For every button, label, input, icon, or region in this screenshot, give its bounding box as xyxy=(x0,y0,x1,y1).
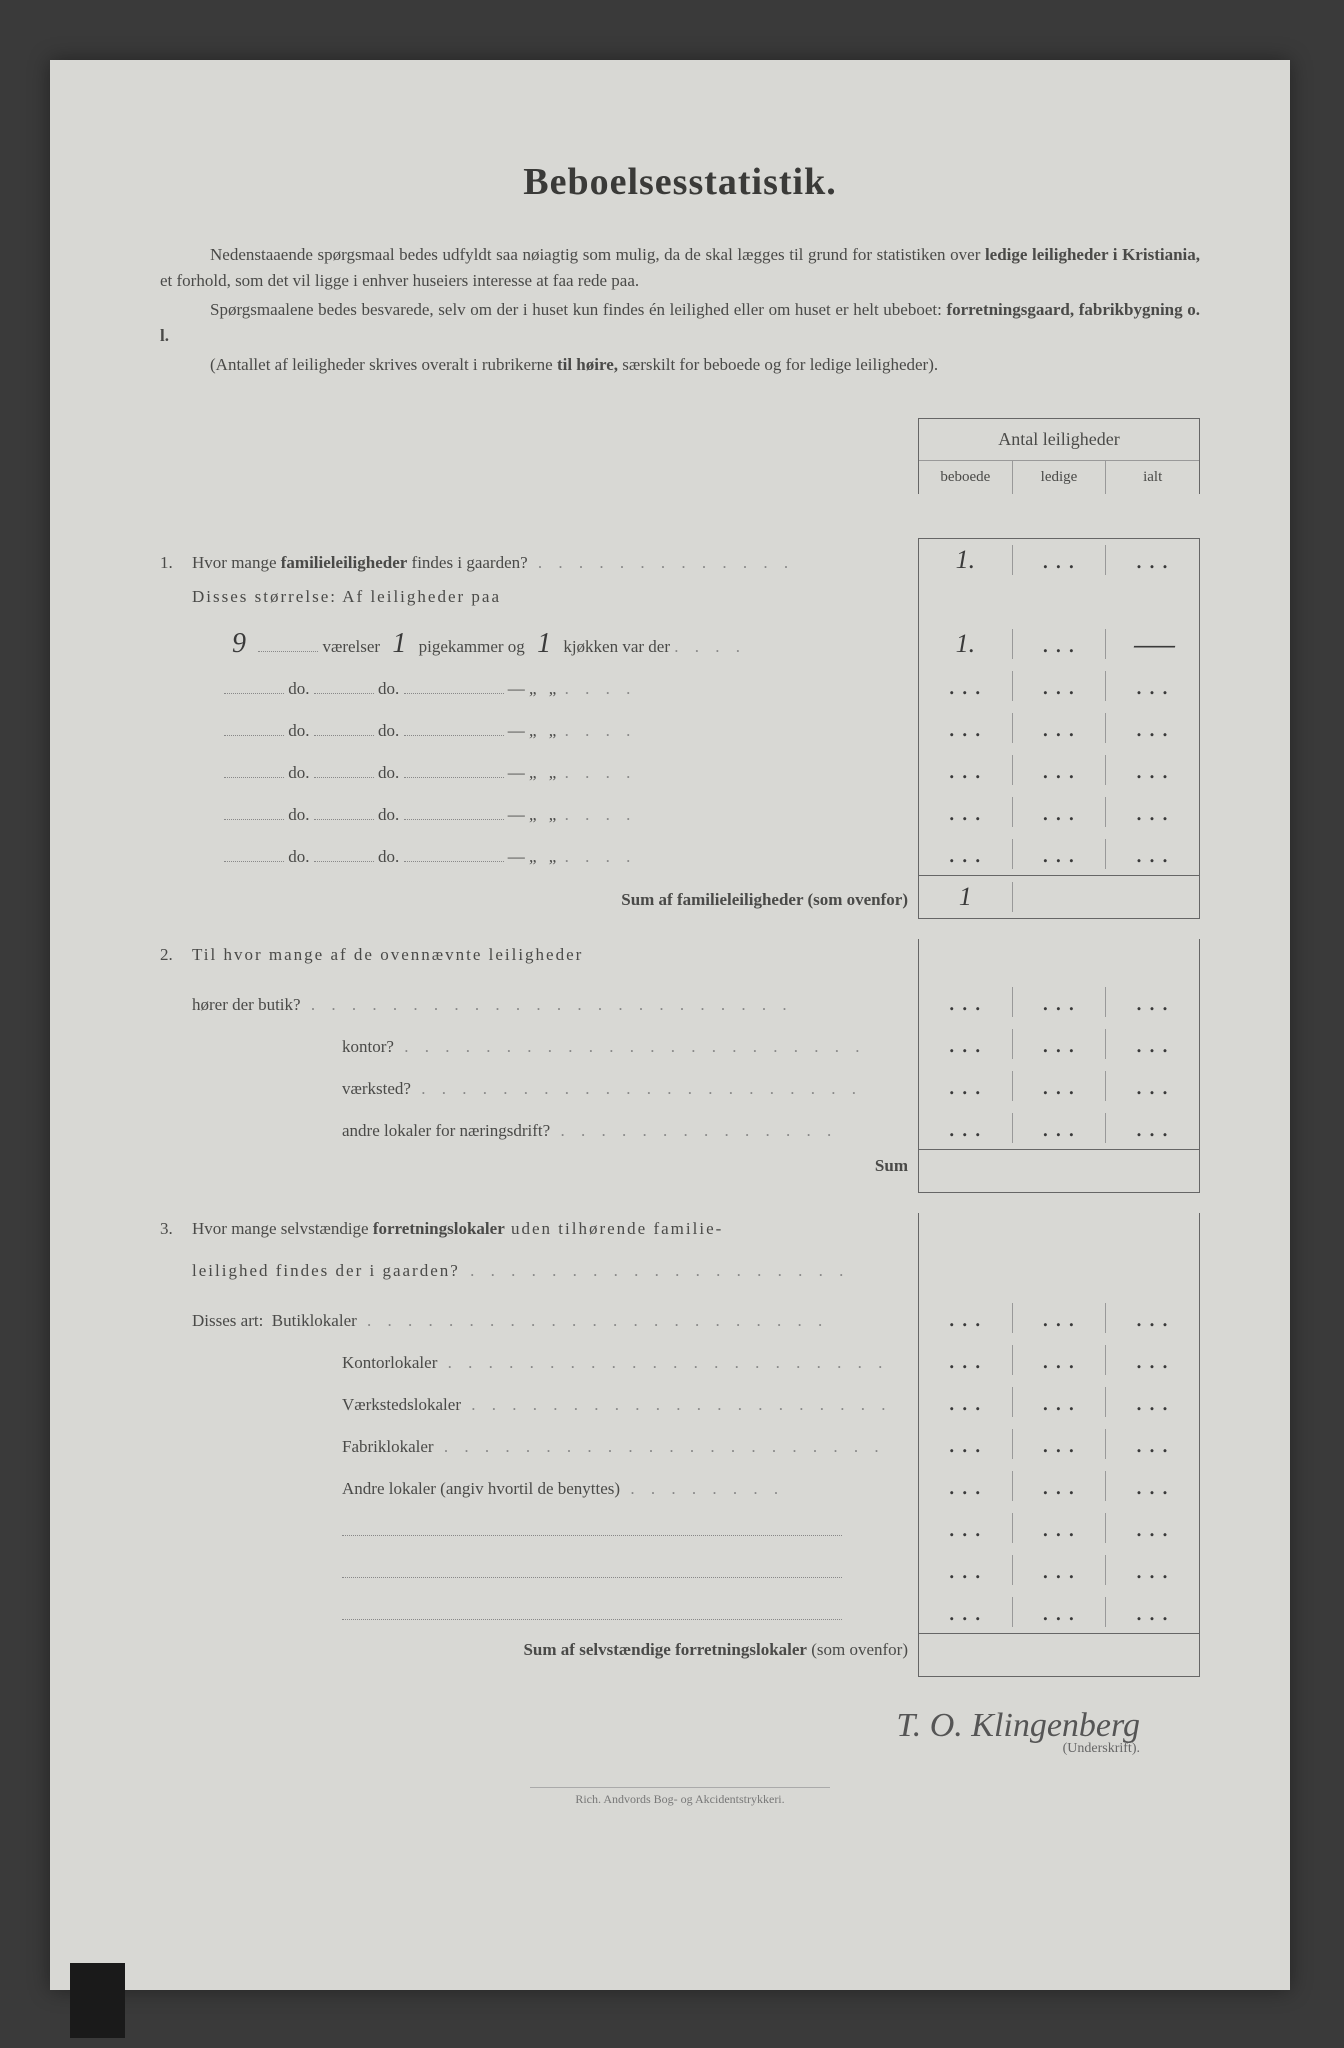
intro-p1a: Nedenstaaende spørgsmaal bedes udfyldt s… xyxy=(210,245,985,264)
scan-artifact xyxy=(70,1963,125,2038)
q3-kontor: Kontorlokaler . . . . . . . . . . . . . … xyxy=(160,1339,1200,1381)
q1-sum-beboede: 1 xyxy=(919,882,1013,912)
lbl-vaerelser: værelser xyxy=(323,637,381,656)
printer-footer: Rich. Andvords Bog- og Akcidentstrykkeri… xyxy=(530,1787,830,1807)
q1-ialt: . . . xyxy=(1106,545,1199,575)
q1-text2: findes i gaarden? xyxy=(407,553,527,572)
hw-vaerelser: 9 xyxy=(224,628,254,660)
hw-kjokken: 1 xyxy=(529,628,559,660)
hw-pigekammer: 1 xyxy=(384,628,414,660)
q1-row: 1. Hvor mange familieleiligheder findes … xyxy=(160,538,1200,581)
intro-p2a: Spørgsmaalene bedes besvarede, selv om d… xyxy=(210,300,946,319)
q3-andre: Andre lokaler (angiv hvortil de benyttes… xyxy=(160,1465,1200,1507)
col-ialt: ialt xyxy=(1106,461,1199,494)
signature-name: T. O. Klingenberg xyxy=(160,1707,1140,1745)
q2-num: 2. xyxy=(160,945,192,965)
q3-blank1: . . .. . .. . . xyxy=(160,1507,1200,1549)
q3-num: 3. xyxy=(160,1219,192,1239)
q2-kontor: kontor? . . . . . . . . . . . . . . . . … xyxy=(160,1023,1200,1065)
q2-andre: andre lokaler for næringsdrift? . . . . … xyxy=(160,1107,1200,1149)
intro-p3a: (Antallet af leiligheder skrives overalt… xyxy=(210,355,557,374)
q1-num: 1. xyxy=(160,553,192,573)
dots: . . . . . . . . . . . . . xyxy=(528,553,795,572)
q1-d1-ialt: ⸺ xyxy=(1106,625,1199,662)
q3-art-butik: Disses art: Butiklokaler . . . . . . . .… xyxy=(160,1297,1200,1339)
q3-line2: leilighed findes der i gaarden? . . . . … xyxy=(160,1255,1200,1297)
q1-detail-5: do. do. — „ „ . . . . . . .. . .. . . xyxy=(160,791,1200,833)
table-header-top: Antal leiligheder xyxy=(919,419,1199,461)
q1-detail-2: do. do. — „ „ . . . . . . .. . .. . . xyxy=(160,665,1200,707)
q1-d1-beboede: 1. xyxy=(919,629,1013,659)
q1-detail-4: do. do. — „ „ . . . . . . .. . .. . . xyxy=(160,749,1200,791)
q2-sum: Sum xyxy=(160,1149,1200,1193)
page-title: Beboelsesstatistik. xyxy=(160,160,1200,204)
q2-vaerksted: værksted? . . . . . . . . . . . . . . . … xyxy=(160,1065,1200,1107)
lbl-kjokken: kjøkken var der xyxy=(563,637,670,656)
intro-p1c: et forhold, som det vil ligge i enhver h… xyxy=(160,271,639,290)
q3-sum: Sum af selvstændige forretningslokaler (… xyxy=(160,1633,1200,1677)
q1-sum: Sum af familieleiligheder (som ovenfor) … xyxy=(160,875,1200,919)
q1-detail-3: do. do. — „ „ . . . . . . .. . .. . . xyxy=(160,707,1200,749)
q2-line2: hører der butik? . . . . . . . . . . . .… xyxy=(160,981,1200,1023)
q1-detail-6: do. do. — „ „ . . . . . . .. . .. . . xyxy=(160,833,1200,875)
q3-blank3: . . .. . .. . . xyxy=(160,1591,1200,1633)
q1-detail-1: 9 værelser 1 pigekammer og 1 kjøkken var… xyxy=(160,623,1200,665)
q1-beboede: 1. xyxy=(919,545,1013,575)
col-ledige: ledige xyxy=(1013,461,1107,494)
q3-vaerksted: Værkstedslokaler . . . . . . . . . . . .… xyxy=(160,1381,1200,1423)
form-area: Antal leiligheder beboede ledige ialt 1.… xyxy=(160,418,1200,1807)
q1-d1-ledige: . . . xyxy=(1013,629,1107,659)
q3-blank2: . . .. . .. . . xyxy=(160,1549,1200,1591)
table-header: Antal leiligheder beboede ledige ialt xyxy=(918,418,1200,494)
q2-line1: Til hvor mange af de ovennævnte leilighe… xyxy=(192,945,583,964)
lbl-pigekammer: pigekammer og xyxy=(419,637,525,656)
q3-row: 3. Hvor mange selvstændige forretningslo… xyxy=(160,1213,1200,1255)
intro-p3b: til høire, xyxy=(557,355,618,374)
document-page: Beboelsesstatistik. Nedenstaaende spørgs… xyxy=(50,60,1290,1990)
q1-sumlabel: Sum af familieleiligheder xyxy=(621,890,803,909)
q1-sub: Disses størrelse: Af leiligheder paa xyxy=(160,581,1200,623)
q1-ledige: . . . xyxy=(1013,545,1107,575)
q2-row: 2. Til hvor mange af de ovennævnte leili… xyxy=(160,939,1200,981)
questions: 1. Hvor mange familieleiligheder findes … xyxy=(160,418,1200,1677)
col-beboede: beboede xyxy=(919,461,1013,494)
signature-block: T. O. Klingenberg (Underskrift). xyxy=(160,1707,1200,1757)
intro-text: Nedenstaaende spørgsmaal bedes udfyldt s… xyxy=(160,242,1200,378)
q3-fabrik: Fabriklokaler . . . . . . . . . . . . . … xyxy=(160,1423,1200,1465)
q1-sub-text: Disses størrelse: Af leiligheder paa xyxy=(192,587,501,606)
q1-text: Hvor mange xyxy=(192,553,281,572)
q1-sumnote: (som ovenfor) xyxy=(807,890,908,909)
intro-p3c: særskilt for beboede og for ledige leili… xyxy=(618,355,938,374)
q1-bold: familieleiligheder xyxy=(281,553,408,572)
intro-p1b: ledige leiligheder i Kristiania, xyxy=(985,245,1200,264)
